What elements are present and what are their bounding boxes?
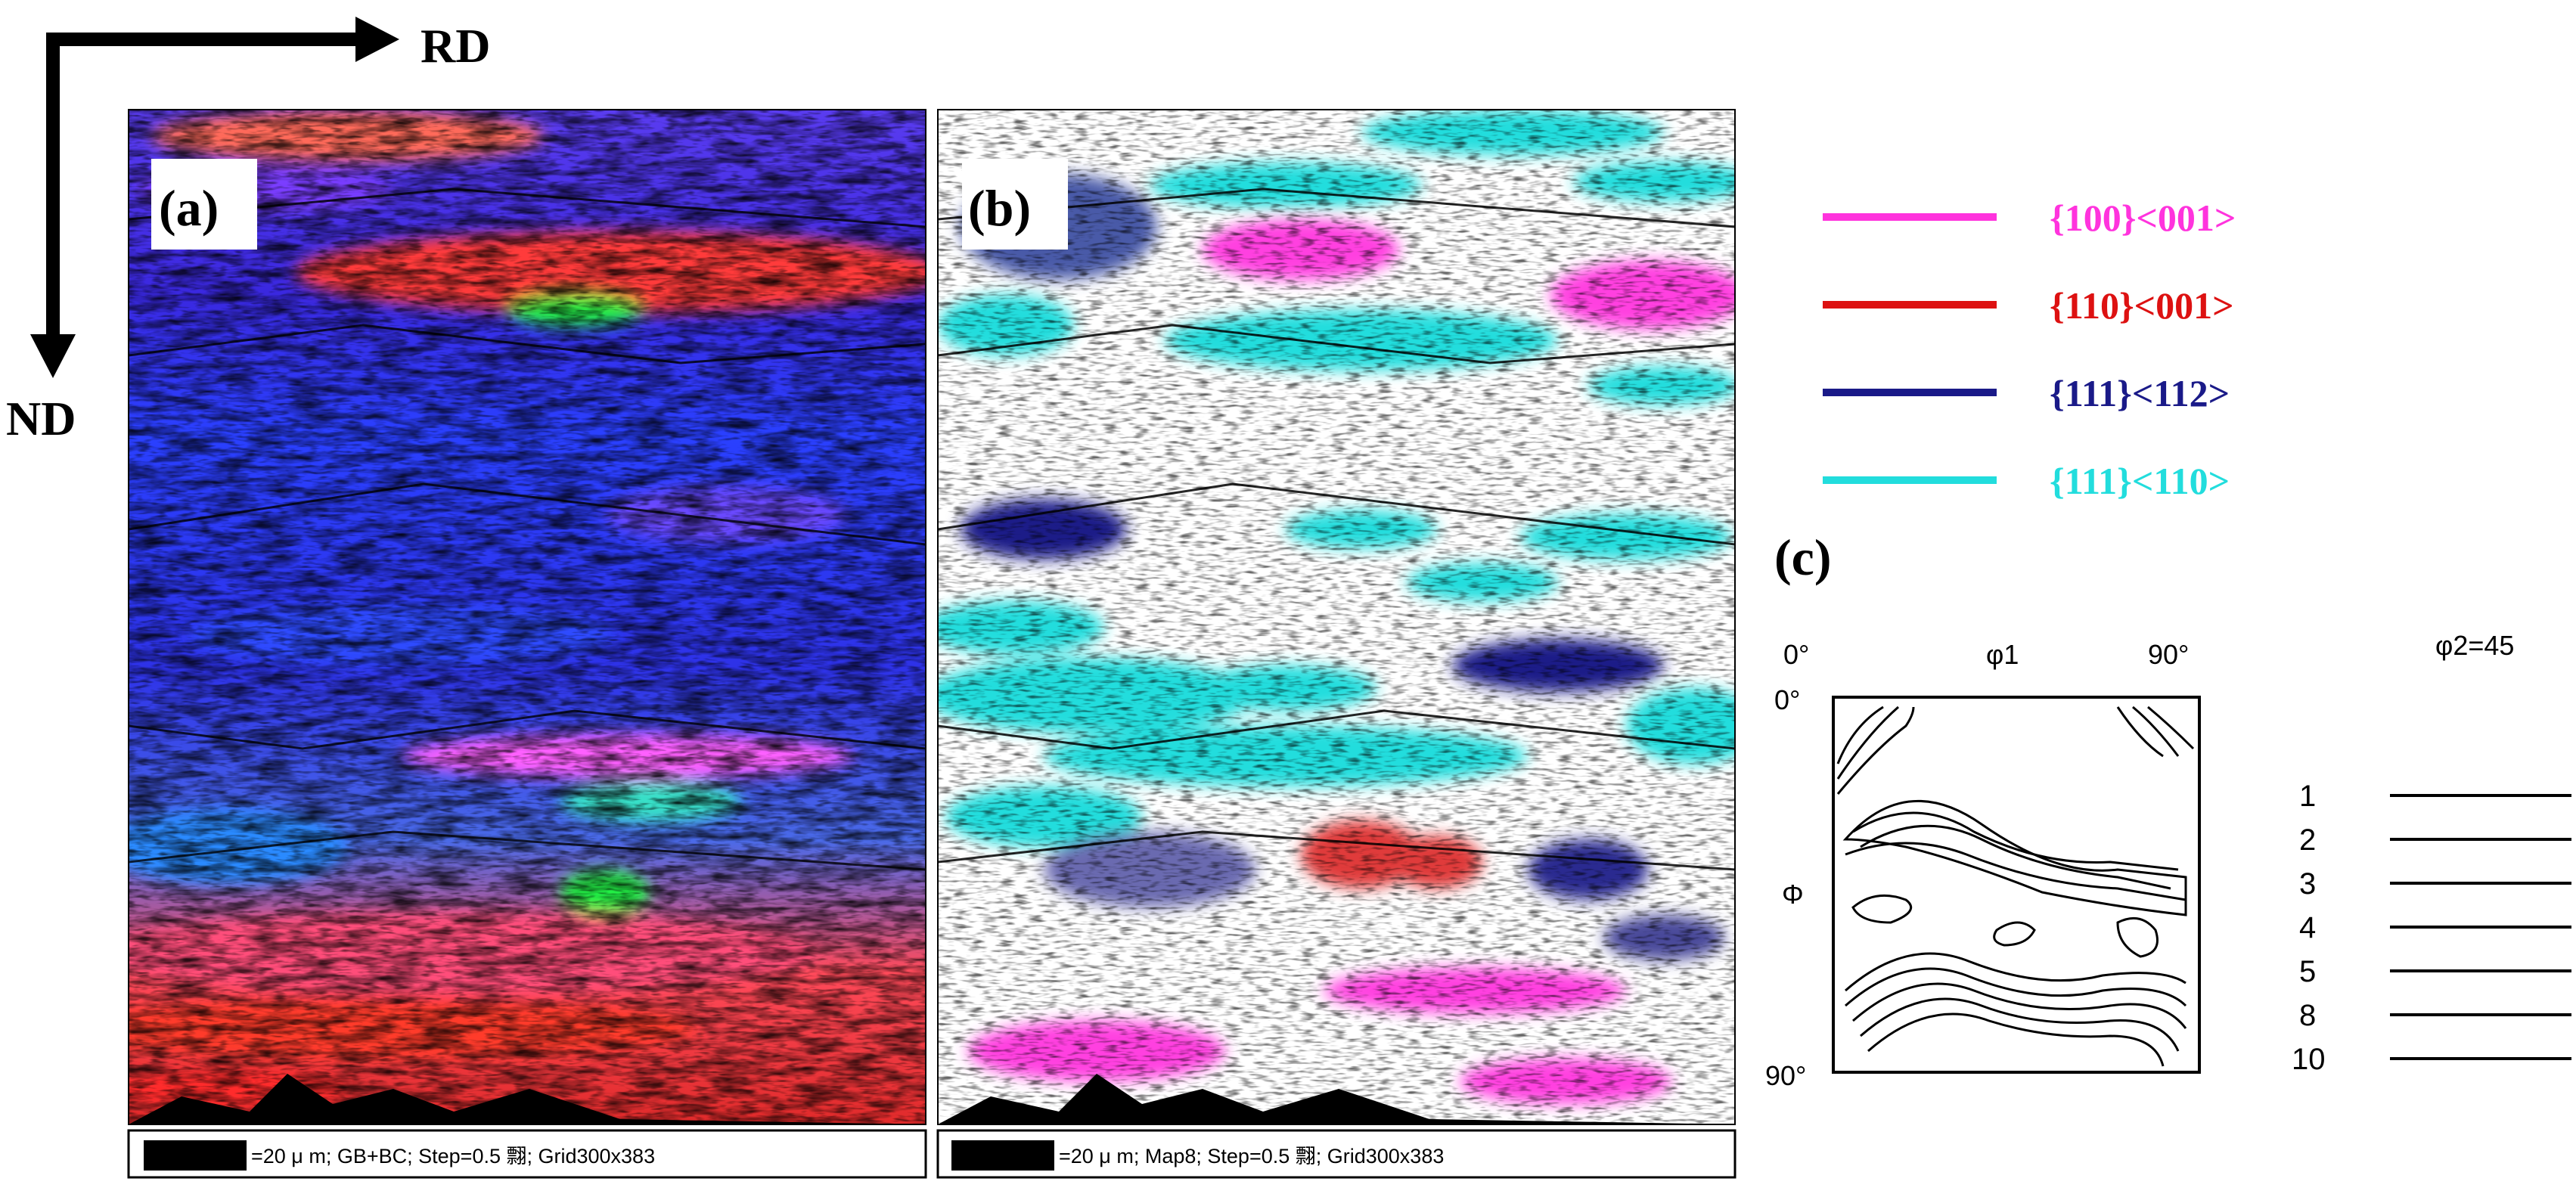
panel-c-label: (c) xyxy=(1774,529,1831,586)
nd-arrowhead xyxy=(30,334,76,378)
legend-label-111-112: {111}<112> xyxy=(2050,372,2230,414)
panel-a-caption-bar: =20 μ m; GB+BC; Step=0.5 翲; Grid300x383 xyxy=(127,1129,927,1179)
level-label: 1 xyxy=(2299,780,2316,813)
odf-Phi-end: 90° xyxy=(1765,1060,1806,1091)
legend-label-100-001: {100}<001> xyxy=(2050,197,2236,239)
panel-a-scale-bar xyxy=(144,1140,247,1171)
rd-label: RD xyxy=(421,19,490,73)
level-label: 2 xyxy=(2299,823,2316,857)
panel-a-caption: =20 μ m; GB+BC; Step=0.5 翲; Grid300x383 xyxy=(251,1145,655,1168)
legend-label-110-001: {110}<001> xyxy=(2050,284,2234,327)
odf-phi1-start: 0° xyxy=(1783,639,1809,670)
rd-axis-arrow xyxy=(46,33,362,355)
sample-axes: RD ND xyxy=(6,17,490,445)
panel-b-caption-bar: =20 μ m; Map8; Step=0.5 翲; Grid300x383 xyxy=(936,1129,1736,1179)
panel-b-map xyxy=(938,110,1735,1124)
odf-frame xyxy=(1832,696,2201,1074)
level-label: 8 xyxy=(2299,999,2316,1032)
odf-Phi-start: 0° xyxy=(1774,684,1800,715)
legend: {100}<001> {110}<001> {111}<112> {111}<1… xyxy=(1823,197,2236,502)
odf-section-plot: 0° φ1 90° φ2=45 0° Φ 90° xyxy=(1765,630,2514,1091)
panel-a-map xyxy=(129,110,926,1124)
panel-b-label: (b) xyxy=(968,179,1031,237)
level-label: 5 xyxy=(2299,955,2316,988)
odf-section-label: φ2=45 xyxy=(2435,630,2514,661)
odf-phi1-end: 90° xyxy=(2148,639,2189,670)
level-label: 3 xyxy=(2299,867,2316,901)
panel-b-scale-bar xyxy=(951,1140,1054,1171)
legend-label-111-110: {111}<110> xyxy=(2050,460,2230,502)
contour-level-legend: 1 2 3 4 5 8 10 xyxy=(2292,780,2571,1076)
panel-a-label: (a) xyxy=(159,179,219,237)
nd-label: ND xyxy=(6,392,76,445)
odf-contours xyxy=(1836,705,2195,1067)
level-label: 10 xyxy=(2292,1043,2326,1076)
odf-Phi-label: Φ xyxy=(1782,879,1804,910)
level-label: 4 xyxy=(2299,911,2316,944)
rd-arrowhead xyxy=(355,17,399,62)
odf-phi1-label: φ1 xyxy=(1986,639,2019,670)
panel-b-caption: =20 μ m; Map8; Step=0.5 翲; Grid300x383 xyxy=(1059,1145,1444,1168)
